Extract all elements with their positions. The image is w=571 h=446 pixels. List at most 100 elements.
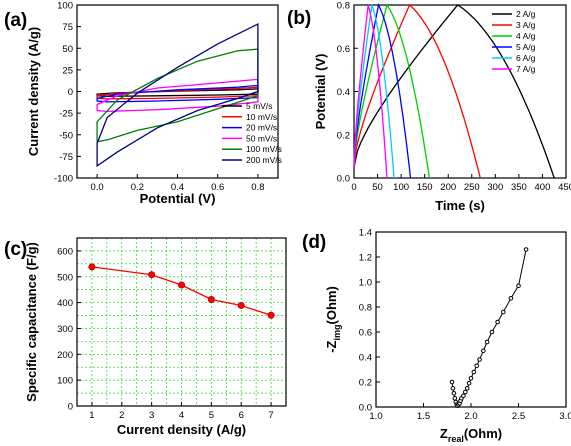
x-tick-label: 7 xyxy=(268,410,273,421)
nyquist-point xyxy=(495,319,500,325)
legend-label: 5 A/g xyxy=(516,42,536,52)
y-tick-label: 400 xyxy=(57,298,73,309)
gcd-curve-series xyxy=(353,4,395,179)
y-tick-label: 500 xyxy=(57,272,73,283)
nyquist-point xyxy=(474,363,480,369)
legend-label: 10 mV/s xyxy=(246,112,277,122)
x-tick-label: 3.0 xyxy=(559,411,571,422)
y-tick-label: 0.4 xyxy=(359,353,372,364)
y-tick-label: -50 xyxy=(59,130,73,141)
y-tick-label: 0.4 xyxy=(337,87,350,98)
y-tick-label: 0.0 xyxy=(337,174,350,185)
nyquist-point xyxy=(450,385,456,391)
legend-label: 3 A/g xyxy=(516,20,536,30)
legend-label: 6 A/g xyxy=(516,53,536,63)
panel-label: (a) xyxy=(4,10,27,31)
legend-label: 5 mV/s xyxy=(246,101,272,111)
x-tick-label: 150 xyxy=(417,182,433,193)
nyquist-point xyxy=(471,369,477,375)
nyquist-point xyxy=(484,339,490,345)
nyquist-point xyxy=(508,295,514,301)
legend-label: 20 mV/s xyxy=(246,123,277,133)
gcd-curve-series xyxy=(353,3,412,179)
y-tick-label: 0 xyxy=(68,87,73,98)
x-axis-title: Time (s) xyxy=(435,198,485,213)
capacitance-point xyxy=(88,263,96,271)
y-tick-label: 1.0 xyxy=(359,278,372,289)
x-tick-label: 250 xyxy=(464,182,480,193)
x-axis-title: Current density (A/g) xyxy=(117,422,246,437)
x-tick-label: 3 xyxy=(149,410,154,421)
nyquist-point xyxy=(523,247,529,252)
cv-curve-series xyxy=(96,22,259,168)
y-tick-label: 0.6 xyxy=(337,44,350,55)
x-axis-title-main: Z xyxy=(440,426,448,441)
panel-label: (b) xyxy=(287,8,311,29)
x-axis-title-unit: (Ohm) xyxy=(464,426,502,441)
x-tick-label: 5 xyxy=(209,410,214,421)
x-tick-label: 100 xyxy=(393,182,409,193)
x-axis-title: Potential (V) xyxy=(140,191,216,206)
x-tick-label: 1.5 xyxy=(417,411,430,422)
panel-d-frame xyxy=(375,231,567,408)
y-tick-label: 0.8 xyxy=(359,303,372,314)
y-axis-title: Current density (A/g) xyxy=(26,27,41,156)
y-tick-label: 0.6 xyxy=(359,328,372,339)
nyquist-point xyxy=(449,379,455,385)
legend-label: 7 A/g xyxy=(516,64,536,74)
x-tick-label: 450 xyxy=(558,182,571,193)
capacitance-point xyxy=(267,311,275,319)
nyquist-point xyxy=(501,309,506,315)
x-axis-title: Zreal(Ohm) xyxy=(440,426,502,444)
x-tick-label: 400 xyxy=(535,182,551,193)
nyquist-point xyxy=(451,390,457,396)
y-tick-label: -75 xyxy=(59,152,73,163)
y-tick-label: 1.4 xyxy=(359,228,372,239)
nyquist-point xyxy=(516,283,521,289)
y-tick-label: 75 xyxy=(62,22,73,33)
nyquist-point xyxy=(452,395,458,401)
nyquist-point xyxy=(468,375,474,381)
legend-label: 2 A/g xyxy=(516,9,536,19)
legend-label: 200 mV/s xyxy=(246,155,282,165)
y-tick-label: 1.2 xyxy=(359,253,372,264)
capacitance-point xyxy=(148,271,156,279)
x-tick-label: 6 xyxy=(239,410,244,421)
x-tick-label: 300 xyxy=(487,182,503,193)
y-tick-label: 0.2 xyxy=(359,378,372,389)
legend-label: 50 mV/s xyxy=(246,133,277,143)
capacitance-point xyxy=(207,296,215,304)
x-tick-label: 0.2 xyxy=(131,182,144,193)
x-tick-label: 0 xyxy=(351,182,356,193)
y-axis-title: Specific capacitance (F/g) xyxy=(24,242,39,402)
y-tick-label: 0.2 xyxy=(337,130,350,141)
x-tick-label: 1.0 xyxy=(369,411,382,422)
x-tick-label: 50 xyxy=(372,182,383,193)
gcd-curve-series xyxy=(353,3,431,179)
y-tick-label: 0 xyxy=(68,402,73,413)
y-tick-label: 300 xyxy=(57,324,73,335)
x-tick-label: 2.5 xyxy=(512,411,525,422)
nyquist-point xyxy=(461,393,466,399)
x-tick-label: 0.0 xyxy=(90,182,103,193)
x-tick-label: 200 xyxy=(440,182,456,193)
nyquist-point xyxy=(477,357,482,362)
x-tick-label: 1 xyxy=(89,410,94,421)
y-tick-label: 200 xyxy=(57,350,73,361)
capacitance-point xyxy=(237,301,245,309)
y-tick-label: 0.0 xyxy=(359,403,372,414)
panel-label: (d) xyxy=(302,232,326,253)
legend-label: 4 A/g xyxy=(516,31,536,41)
gcd-curve-series xyxy=(353,4,388,179)
x-tick-label: 4 xyxy=(179,410,184,421)
y-tick-label: -25 xyxy=(59,109,73,120)
y-axis-title: -Zimg(Ohm) xyxy=(324,286,342,353)
y-axis-title-main: -Z xyxy=(324,340,339,352)
nyquist-point xyxy=(466,380,472,386)
nyquist-point xyxy=(464,385,470,391)
y-tick-label: 100 xyxy=(57,376,73,387)
x-tick-label: 2.0 xyxy=(464,411,477,422)
gcd-curve-series xyxy=(353,4,555,179)
y-tick-label: -100 xyxy=(54,174,73,185)
